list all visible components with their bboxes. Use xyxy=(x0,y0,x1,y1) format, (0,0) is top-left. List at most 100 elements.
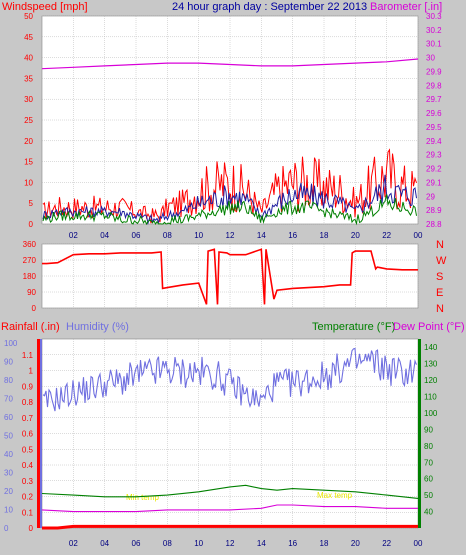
humidity-tick-label: 0 xyxy=(4,524,9,533)
barometer-tick-label: 29.4 xyxy=(426,137,442,146)
barometer-tick-label: 30.2 xyxy=(426,26,442,35)
barometer-tick-label: 29.8 xyxy=(426,81,442,90)
windspeed-tick-label: 20 xyxy=(24,137,33,146)
windspeed-tick-label: 50 xyxy=(24,12,33,21)
x-tick-label-top: 06 xyxy=(132,231,141,240)
dewpoint-axis-title: Dew Point (°F) xyxy=(393,321,465,333)
temperature-tick-label: 100 xyxy=(424,409,438,418)
x-tick-label-bottom: 14 xyxy=(257,539,266,548)
windspeed-tick-label: 25 xyxy=(24,116,33,125)
humidity-tick-label: 10 xyxy=(4,505,13,514)
rainfall-tick-label: 0.8 xyxy=(22,398,34,407)
rainfall-tick-label: 1.1 xyxy=(22,351,34,360)
rainfall-tick-label: 0.5 xyxy=(22,445,34,454)
x-tick-label-bottom: 12 xyxy=(226,539,235,548)
compass-label: E xyxy=(436,287,443,299)
windspeed-tick-label: 45 xyxy=(24,33,33,42)
barometer-tick-label: 28.9 xyxy=(426,206,442,215)
x-tick-label-top: 00 xyxy=(414,231,423,240)
dewpoint-line xyxy=(41,504,418,513)
temperature-tick-label: 120 xyxy=(424,376,438,385)
windspeed-axis-title: Windspeed [mph] xyxy=(2,1,88,13)
temperature-tick-label: 60 xyxy=(424,475,433,484)
barometer-tick-label: 28.8 xyxy=(426,220,442,229)
humidity-tick-label: 50 xyxy=(4,431,13,440)
rainfall-tick-label: 0 xyxy=(29,524,34,533)
windspeed-tick-label: 30 xyxy=(24,95,33,104)
wind-series-mid-line xyxy=(42,174,417,226)
humidity-axis-title: Humidity (%) xyxy=(66,321,129,333)
x-tick-label-top: 14 xyxy=(257,231,266,240)
direction-tick-label: 270 xyxy=(23,256,37,265)
temperature-axis-title: Temperature (°F) xyxy=(312,321,395,333)
direction-tick-label: 180 xyxy=(23,272,37,281)
windspeed-tick-label: 0 xyxy=(29,220,34,229)
temperature-tick-label: 40 xyxy=(424,508,433,517)
barometer-tick-label: 29.3 xyxy=(426,151,442,160)
barometer-tick-label: 30.1 xyxy=(426,40,442,49)
x-tick-label-top: 16 xyxy=(288,231,297,240)
x-tick-label-top: 20 xyxy=(351,231,360,240)
x-tick-label-bottom: 10 xyxy=(194,539,203,548)
x-tick-label-bottom: 02 xyxy=(69,539,78,548)
windspeed-tick-label: 40 xyxy=(24,54,33,63)
temperature-tick-label: 140 xyxy=(424,343,438,352)
humidity-tick-label: 70 xyxy=(4,394,13,403)
graph-title: 24 hour graph day : September 22 2013 xyxy=(172,1,367,13)
x-tick-label-bottom: 18 xyxy=(320,539,329,548)
humidity-tick-label: 90 xyxy=(4,357,13,366)
x-tick-label-bottom: 20 xyxy=(351,539,360,548)
rainfall-axis-bar xyxy=(37,339,40,528)
temperature-axis-bar xyxy=(418,339,421,528)
windspeed-tick-label: 5 xyxy=(29,199,34,208)
barometer-tick-label: 29 xyxy=(426,192,435,201)
windspeed-tick-label: 35 xyxy=(24,74,33,83)
rainfall-tick-label: 0.7 xyxy=(22,414,34,423)
direction-tick-label: 0 xyxy=(32,304,37,313)
x-tick-label-bottom: 00 xyxy=(414,539,423,548)
rainfall-line xyxy=(42,524,418,530)
x-tick-label-top: 08 xyxy=(163,231,172,240)
x-tick-label-bottom: 04 xyxy=(100,539,109,548)
rainfall-axis-title: Rainfall (.in) xyxy=(1,321,60,333)
direction-tick-label: 360 xyxy=(23,240,37,249)
x-tick-label-bottom: 22 xyxy=(382,539,391,548)
barometer-tick-label: 29.1 xyxy=(426,178,442,187)
x-tick-label-top: 22 xyxy=(382,231,391,240)
temperature-tick-label: 110 xyxy=(424,393,437,402)
temperature-tick-label: 130 xyxy=(424,360,438,369)
x-tick-label-bottom: 06 xyxy=(132,539,141,548)
rainfall-tick-label: 0.3 xyxy=(22,477,34,486)
compass-label: W xyxy=(436,255,447,267)
windspeed-tick-label: 10 xyxy=(24,178,33,187)
temperature-line xyxy=(41,484,419,499)
x-tick-label-top: 12 xyxy=(226,231,235,240)
x-tick-label-top: 10 xyxy=(194,231,203,240)
barometer-tick-label: 29.9 xyxy=(426,67,442,76)
temperature-tick-label: 50 xyxy=(424,491,433,500)
barometer-tick-label: 29.2 xyxy=(426,165,442,174)
humidity-tick-label: 30 xyxy=(4,468,13,477)
temperature-tick-label: 80 xyxy=(424,442,433,451)
barometer-tick-label: 29.7 xyxy=(426,95,442,104)
temperature-tick-label: 90 xyxy=(424,425,433,434)
wind-direction-line xyxy=(42,248,418,305)
windspeed-tick-label: 15 xyxy=(24,158,33,167)
barometer-line xyxy=(41,58,419,70)
humidity-tick-label: 100 xyxy=(4,339,18,348)
barometer-tick-label: 30 xyxy=(426,54,435,63)
humidity-tick-label: 40 xyxy=(4,450,13,459)
x-tick-label-top: 02 xyxy=(69,231,78,240)
rainfall-tick-label: 0.4 xyxy=(22,461,34,470)
humidity-axis-bar xyxy=(39,339,42,528)
max-temp-annotation: Max temp xyxy=(317,491,353,500)
min-temp-annotation: Min temp xyxy=(126,493,159,502)
compass-label: N xyxy=(436,303,444,315)
rainfall-tick-label: 0.6 xyxy=(22,430,34,439)
humidity-line xyxy=(42,347,418,412)
x-tick-label-top: 18 xyxy=(320,231,329,240)
barometer-tick-label: 29.5 xyxy=(426,123,442,132)
compass-label: N xyxy=(436,239,444,251)
rainfall-tick-label: 0.1 xyxy=(22,508,34,517)
